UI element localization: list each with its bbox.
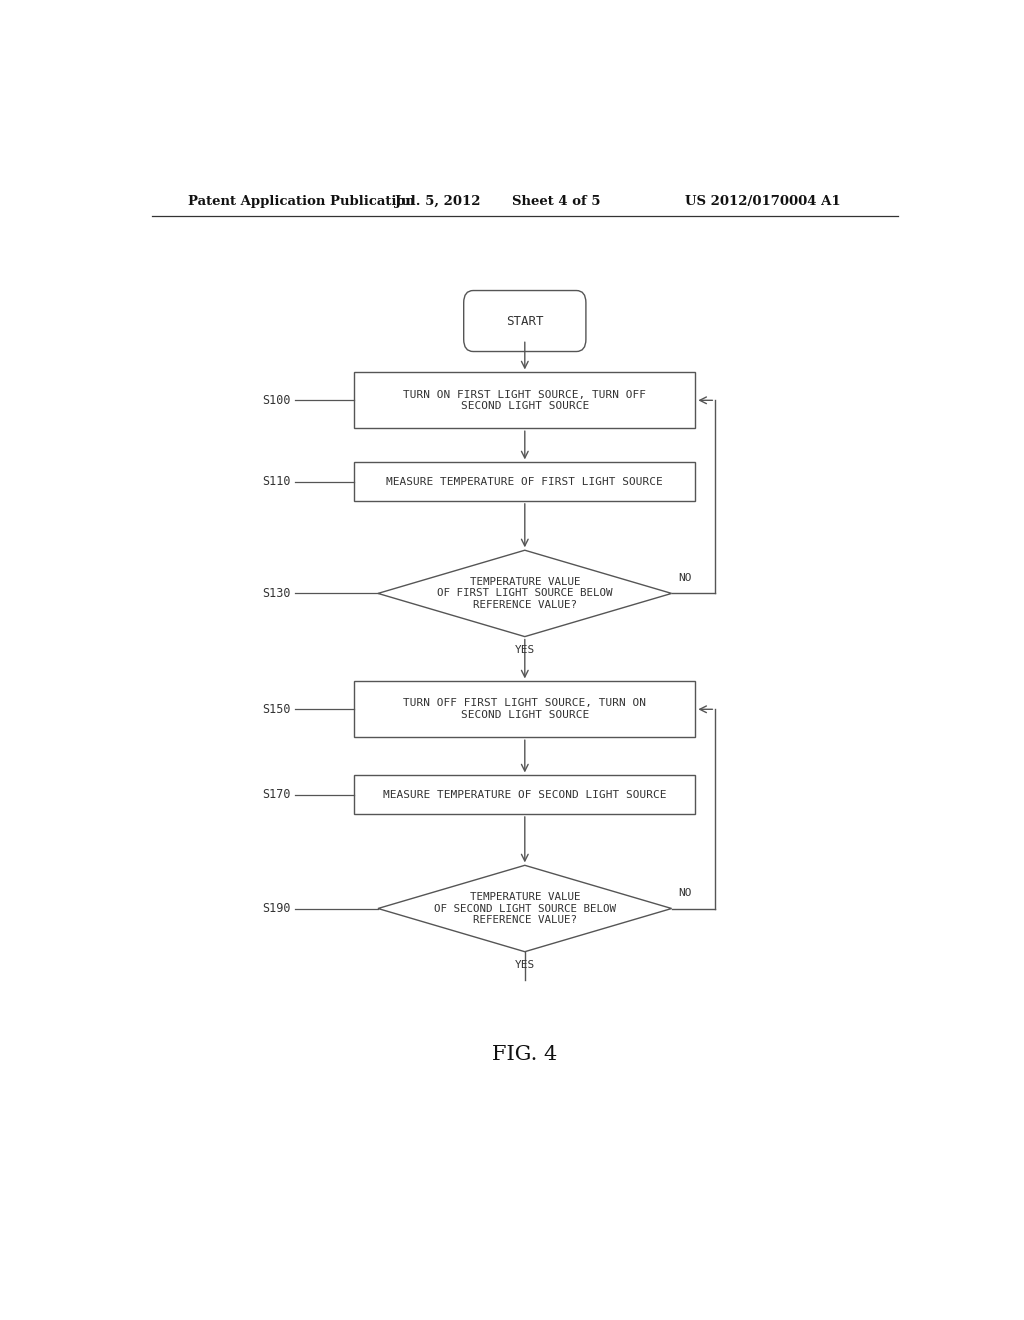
Text: NO: NO <box>678 573 691 583</box>
FancyBboxPatch shape <box>354 775 695 814</box>
FancyBboxPatch shape <box>354 372 695 428</box>
Text: S150: S150 <box>262 702 291 715</box>
Polygon shape <box>378 866 672 952</box>
Text: US 2012/0170004 A1: US 2012/0170004 A1 <box>685 194 841 207</box>
Text: S170: S170 <box>262 788 291 801</box>
Text: MEASURE TEMPERATURE OF FIRST LIGHT SOURCE: MEASURE TEMPERATURE OF FIRST LIGHT SOURC… <box>386 477 664 487</box>
Text: Sheet 4 of 5: Sheet 4 of 5 <box>512 194 601 207</box>
Text: TEMPERATURE VALUE
OF FIRST LIGHT SOURCE BELOW
REFERENCE VALUE?: TEMPERATURE VALUE OF FIRST LIGHT SOURCE … <box>437 577 612 610</box>
Text: TEMPERATURE VALUE
OF SECOND LIGHT SOURCE BELOW
REFERENCE VALUE?: TEMPERATURE VALUE OF SECOND LIGHT SOURCE… <box>434 892 615 925</box>
FancyBboxPatch shape <box>354 462 695 500</box>
Text: Patent Application Publication: Patent Application Publication <box>187 194 415 207</box>
Text: S130: S130 <box>262 587 291 599</box>
Text: START: START <box>506 314 544 327</box>
Text: MEASURE TEMPERATURE OF SECOND LIGHT SOURCE: MEASURE TEMPERATURE OF SECOND LIGHT SOUR… <box>383 789 667 800</box>
Text: YES: YES <box>515 960 535 970</box>
Text: S190: S190 <box>262 902 291 915</box>
Text: FIG. 4: FIG. 4 <box>493 1045 557 1064</box>
Text: TURN ON FIRST LIGHT SOURCE, TURN OFF
SECOND LIGHT SOURCE: TURN ON FIRST LIGHT SOURCE, TURN OFF SEC… <box>403 389 646 411</box>
Polygon shape <box>378 550 672 636</box>
Text: TURN OFF FIRST LIGHT SOURCE, TURN ON
SECOND LIGHT SOURCE: TURN OFF FIRST LIGHT SOURCE, TURN ON SEC… <box>403 698 646 721</box>
Text: NO: NO <box>678 888 691 899</box>
Text: S100: S100 <box>262 393 291 407</box>
Text: S110: S110 <box>262 475 291 488</box>
FancyBboxPatch shape <box>354 681 695 738</box>
Text: Jul. 5, 2012: Jul. 5, 2012 <box>395 194 480 207</box>
FancyBboxPatch shape <box>464 290 586 351</box>
Text: YES: YES <box>515 644 535 655</box>
